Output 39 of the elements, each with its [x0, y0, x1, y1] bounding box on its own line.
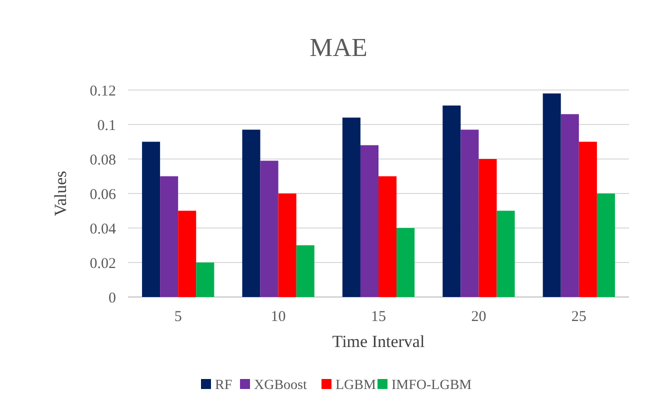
y-tick-label: 0.06: [90, 186, 116, 203]
bar: [196, 262, 214, 297]
bar: [178, 210, 196, 297]
legend-label: IMFO-LGBM: [392, 378, 472, 393]
x-tick-label: 15: [371, 309, 386, 325]
x-tick-label: 5: [174, 309, 182, 325]
bar: [278, 194, 296, 297]
bar: [496, 210, 515, 297]
bar: [396, 228, 415, 297]
x-tick-label: 10: [270, 309, 286, 325]
bar: [142, 142, 160, 297]
bar: [260, 160, 278, 297]
bar: [560, 114, 579, 297]
bar: [542, 93, 561, 297]
legend-label: RF: [215, 378, 232, 393]
y-tick-label: 0.04: [90, 221, 116, 238]
x-axis-title: Time Interval: [332, 332, 425, 351]
x-tick-label: 20: [471, 309, 486, 325]
y-tick-label: 0.02: [90, 256, 116, 272]
bar: [242, 130, 260, 297]
bar: [478, 159, 497, 297]
bar: [378, 176, 397, 297]
legend-label: LGBM: [336, 378, 376, 393]
y-tick-label: 0: [108, 290, 116, 306]
bar: [342, 118, 360, 297]
bar: [360, 145, 378, 297]
y-tick-label: 0.12: [90, 83, 116, 100]
bar: [578, 142, 597, 297]
y-tick-label: 0.1: [97, 118, 116, 134]
legend-label: XGBoost: [254, 378, 308, 393]
x-tick-label: 25: [571, 309, 586, 325]
bar: [160, 176, 178, 297]
y-tick-label: 0.08: [90, 152, 116, 168]
bar: [296, 245, 314, 297]
bar: [596, 194, 615, 297]
bar: [460, 130, 479, 297]
chart-title: MAE: [310, 33, 368, 62]
bar: [442, 106, 461, 297]
y-axis-title: Values: [51, 170, 70, 216]
